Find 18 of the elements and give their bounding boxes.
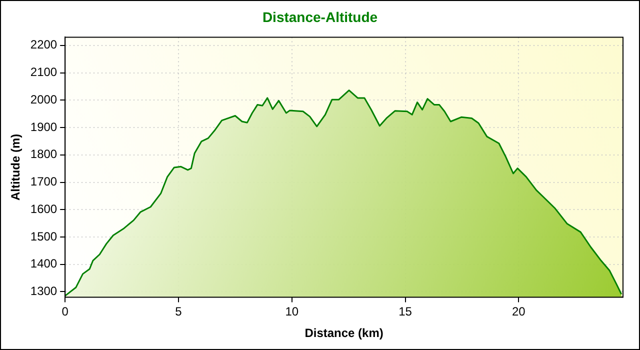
y-tick-label: 1600	[30, 202, 58, 216]
x-tick-label: 10	[285, 304, 299, 319]
y-tick-label: 2100	[30, 65, 58, 80]
x-tick-label: 15	[398, 304, 412, 319]
x-tick-label: 5	[175, 304, 182, 319]
y-tick-label: 2200	[30, 38, 58, 52]
y-tick-label: 1800	[30, 147, 58, 162]
x-axis-title: Distance (km)	[304, 326, 384, 340]
y-tick-label: 1700	[30, 174, 58, 189]
x-tick-label: 20	[512, 304, 526, 319]
y-axis-title: Altitude (m)	[8, 134, 23, 201]
y-tick-label: 2000	[30, 92, 58, 106]
y-tick-label: 1400	[30, 256, 58, 271]
chart-title: Distance-Altitude	[261, 9, 379, 25]
y-tick-label: 1300	[30, 284, 58, 298]
y-tick-label: 1500	[30, 229, 58, 244]
y-tick-label: 1900	[30, 120, 58, 134]
x-tick-label: 0	[62, 304, 69, 319]
